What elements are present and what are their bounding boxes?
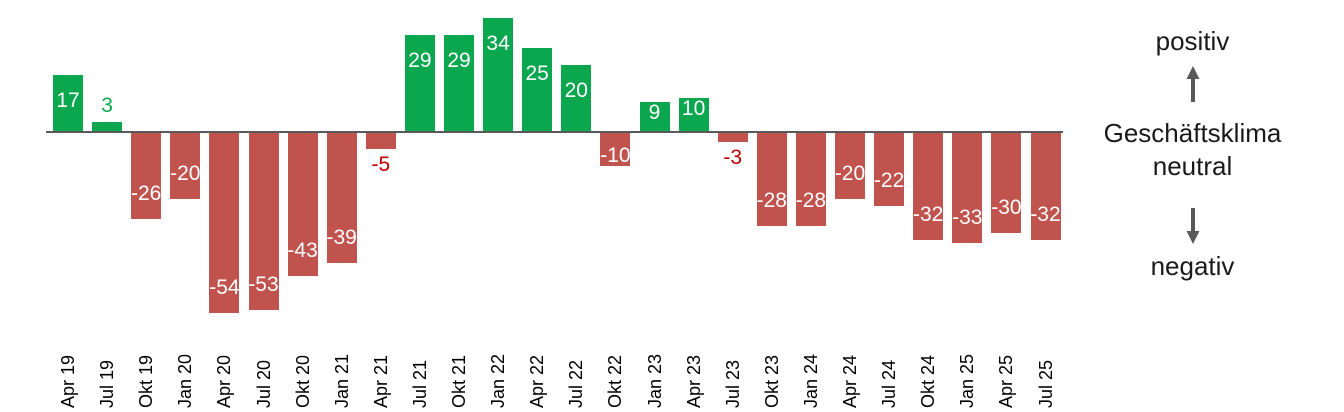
value-label: -54: [209, 276, 240, 300]
x-axis-label: Apr 19: [58, 354, 78, 408]
x-axis-label: Apr 22: [527, 354, 548, 408]
x-axis-line: [46, 131, 1063, 133]
value-label: 10: [681, 97, 706, 121]
x-axis-label: Jan 21: [331, 353, 352, 408]
value-label: -28: [756, 189, 787, 213]
value-label: -26: [131, 182, 162, 206]
bar-jul-21: [404, 34, 435, 132]
bar-jul-20: [248, 132, 279, 311]
legend-positive-label: positiv: [1155, 26, 1230, 56]
bar-apr-22: [522, 48, 553, 132]
x-axis-label: Jan 20: [175, 353, 196, 408]
bar-apr-20: [209, 132, 240, 314]
value-label: 25: [525, 62, 549, 85]
x-axis-label: Okt 23: [761, 354, 782, 408]
x-axis-label: Apr 24: [840, 354, 860, 408]
bar-jan-21: [326, 132, 357, 264]
x-axis-label: Jul 19: [97, 359, 118, 408]
bar-apr-19: [53, 74, 83, 132]
value-label: -5: [371, 152, 391, 176]
bar-apr-23: [678, 98, 709, 132]
value-label: 34: [486, 31, 510, 55]
legend: positiv Geschäftsklima neutral negativ: [1085, 0, 1300, 412]
bar-jan-20: [170, 132, 201, 200]
bar-jul-25: [1030, 132, 1061, 240]
x-axis-label: Jul 21: [409, 359, 430, 408]
value-label: -20: [834, 162, 866, 186]
x-axis-label: Okt 20: [292, 354, 313, 408]
bar-jan-25: [952, 132, 983, 243]
axis-title-line2: neutral: [1152, 151, 1233, 181]
x-axis-label: Apr 25: [996, 354, 1017, 408]
x-axis-label: Jan 23: [644, 353, 665, 408]
value-label: 17: [56, 88, 80, 112]
bar-okt-23: [756, 132, 787, 227]
x-axis-label: Okt 21: [449, 354, 469, 408]
x-axis-label: Apr 20: [214, 354, 235, 408]
arrow-down-icon: [1085, 208, 1300, 249]
x-axis-label: Jan 24: [800, 353, 821, 408]
value-label: 20: [564, 78, 588, 102]
value-label: -43: [287, 239, 318, 263]
value-label: -3: [723, 146, 743, 170]
bar-okt-21: [444, 34, 474, 132]
axis-title-line1: Geschäftsklima: [1103, 118, 1282, 148]
x-axis-label: Apr 23: [683, 354, 704, 408]
value-label: -32: [1030, 202, 1061, 226]
x-axis-label: Jul 25: [1035, 359, 1056, 408]
value-label: -53: [248, 273, 279, 297]
x-axis-label: Jul 23: [722, 359, 743, 408]
bar-jan-23: [639, 101, 670, 132]
bar-jul-24: [874, 132, 905, 206]
x-axis-label: Jan 22: [488, 353, 509, 408]
value-label: -20: [170, 162, 201, 186]
x-axis-label: Okt 24: [918, 354, 939, 408]
value-label: -32: [913, 202, 944, 226]
x-axis-label: Jul 22: [566, 359, 587, 408]
x-axis-label: Okt 19: [136, 354, 157, 408]
bar-jan-24: [795, 132, 826, 227]
arrow-up-icon: [1085, 66, 1300, 107]
bar-okt-20: [287, 132, 318, 277]
bar-apr-21: [365, 132, 396, 149]
x-axis-label: Apr 21: [370, 354, 391, 408]
value-label: -39: [326, 226, 357, 250]
x-axis-label: Jul 20: [253, 359, 274, 408]
value-label: 9: [648, 100, 661, 124]
value-label: 29: [447, 48, 471, 72]
bar-apr-25: [991, 132, 1022, 233]
value-label: -30: [991, 195, 1022, 219]
x-axis-label: Okt 22: [605, 354, 626, 408]
bar-jul-22: [561, 64, 592, 132]
value-label: -33: [952, 205, 983, 229]
value-label: 29: [408, 48, 432, 72]
x-axis-label: Jan 25: [957, 353, 978, 408]
value-label: -28: [795, 189, 827, 213]
x-axis-label: Jul 24: [879, 359, 900, 408]
legend-negative-label: negativ: [1150, 251, 1235, 281]
value-label: -22: [873, 168, 905, 192]
value-label: 3: [101, 93, 113, 117]
bar-okt-24: [913, 132, 944, 240]
bar-apr-24: [835, 132, 865, 200]
value-label: -10: [600, 143, 631, 167]
bar-jul-19: [92, 121, 123, 132]
bar-okt-19: [131, 132, 162, 220]
chart-plot: 17 Apr 19 3 Jul 19 -26 Okt 19 -20 Jan 20 -54 Apr …: [53, 17, 1061, 408]
bar-okt-22: [600, 132, 631, 166]
bar-jul-23: [717, 132, 748, 143]
bar-jan-22: [483, 17, 514, 132]
